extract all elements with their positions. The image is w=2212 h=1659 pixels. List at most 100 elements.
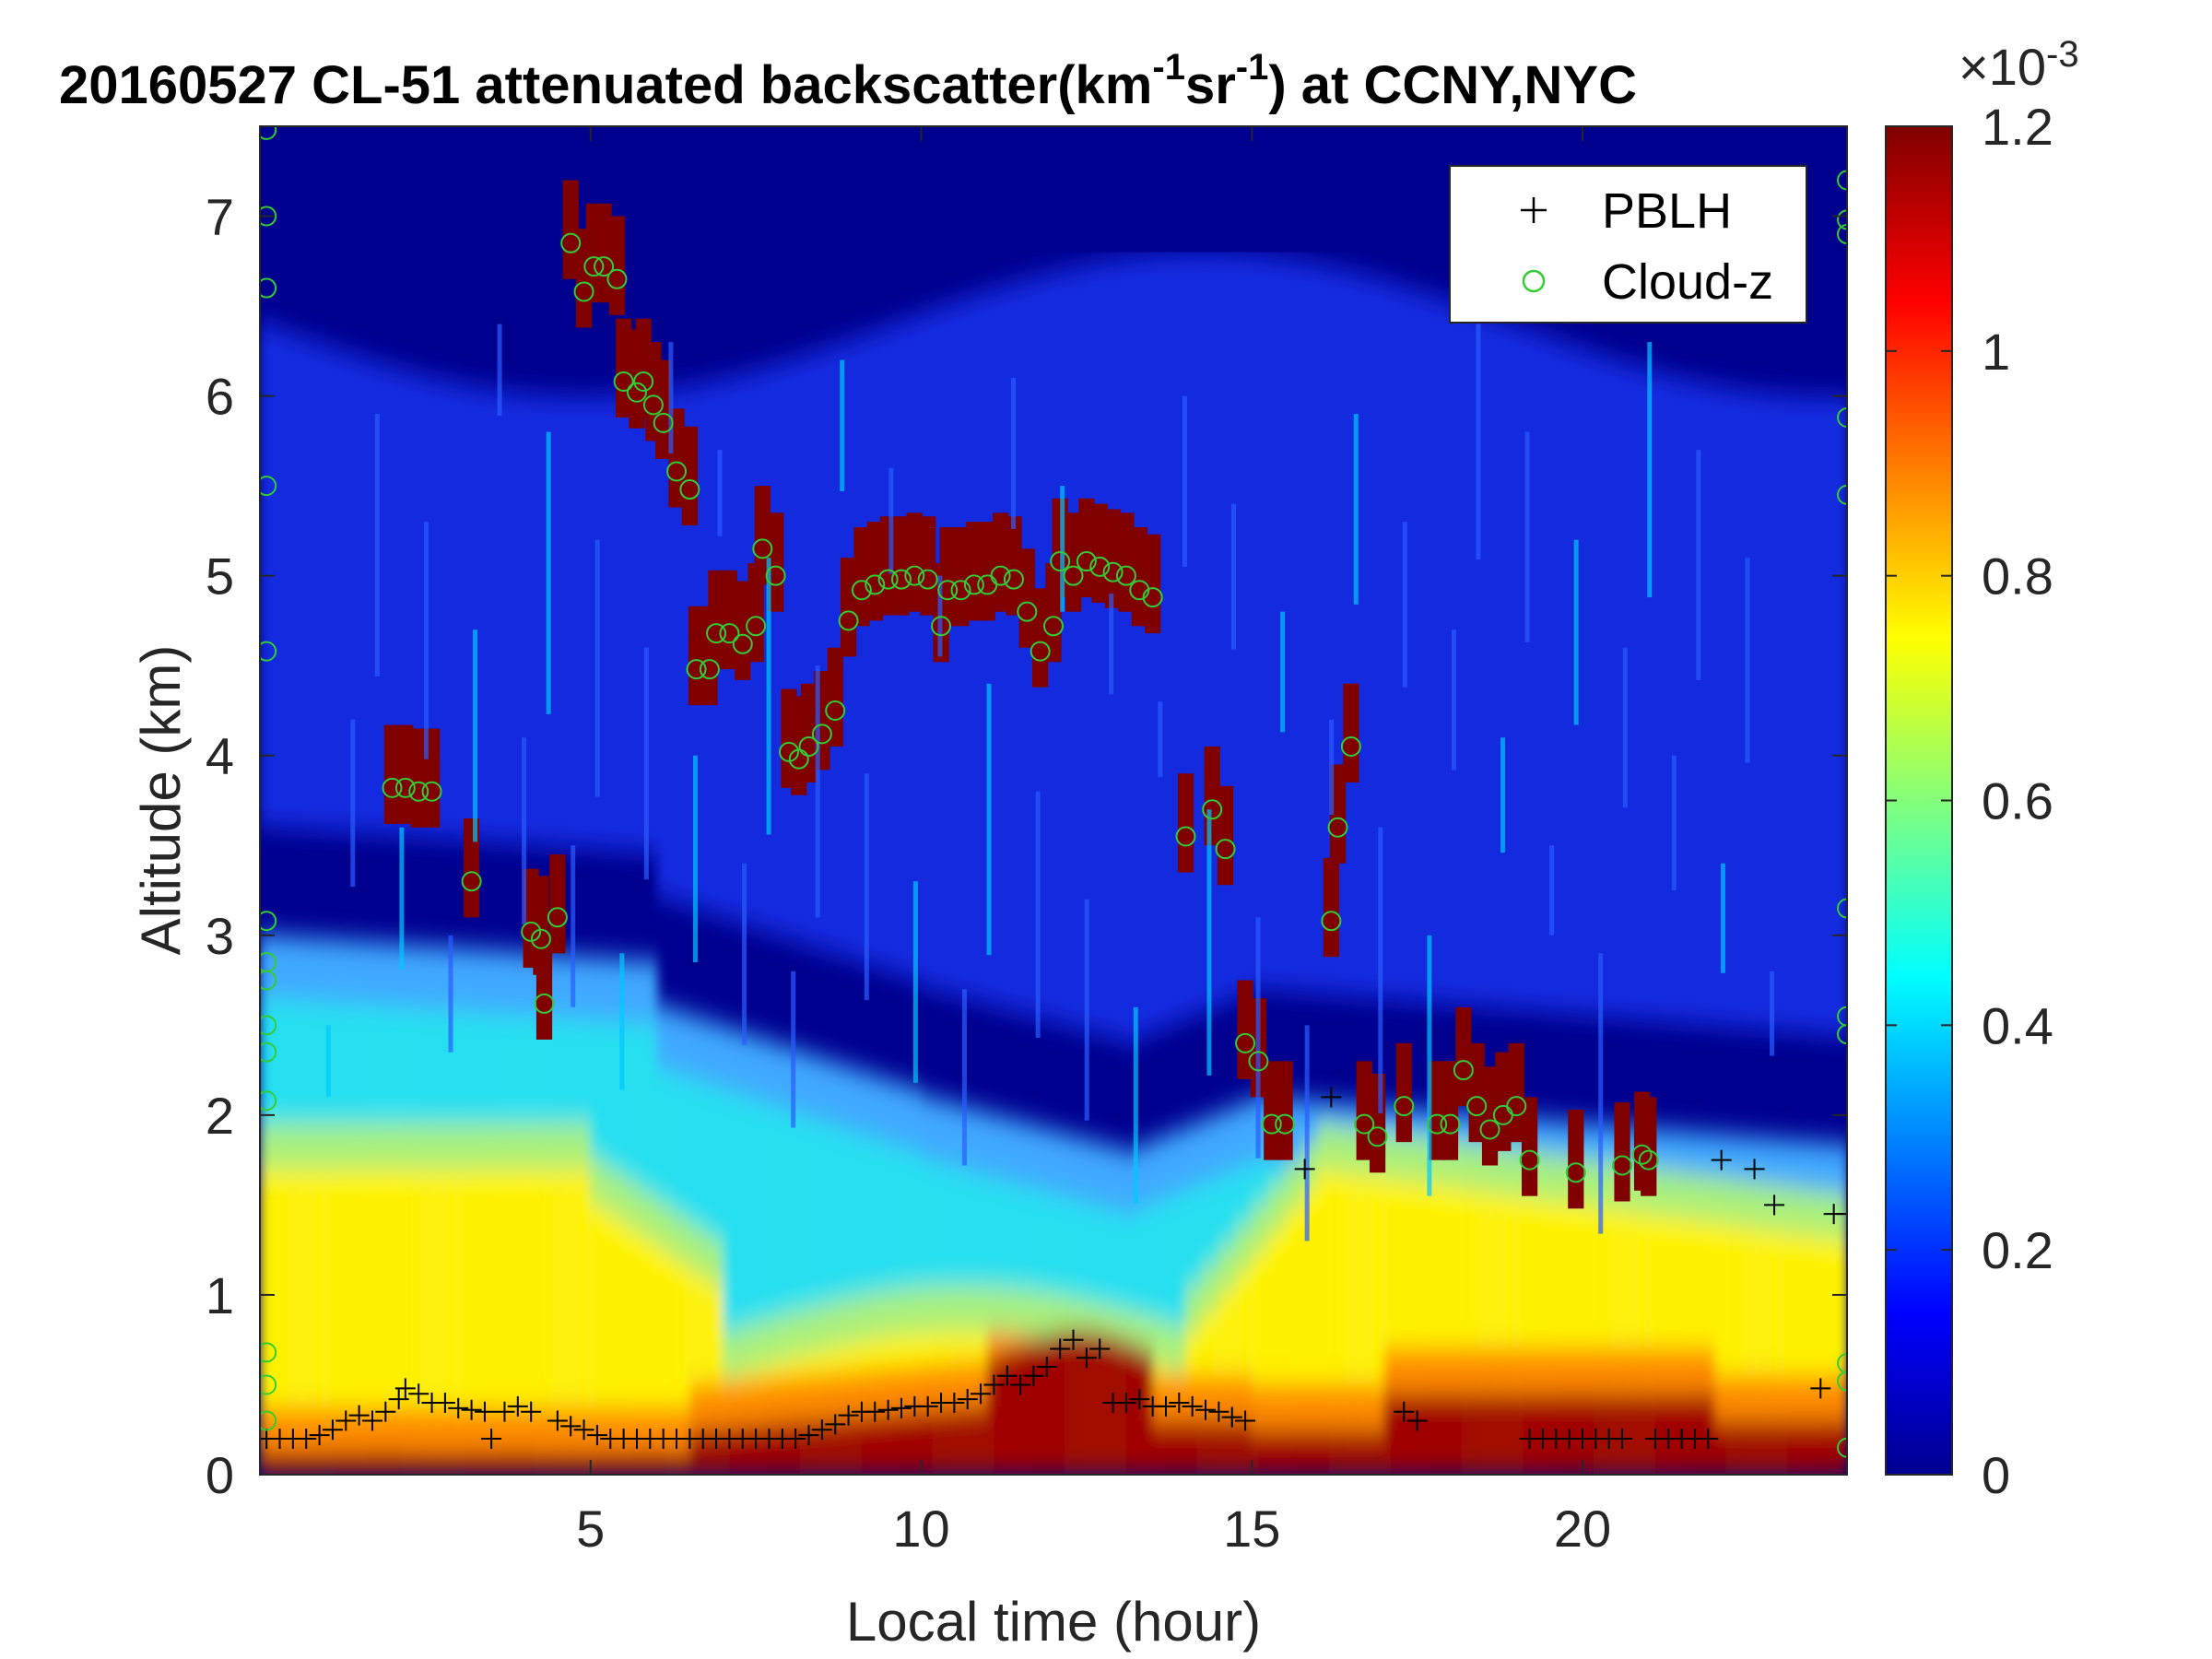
streak xyxy=(1353,414,1359,605)
cloud-z-point xyxy=(1837,1353,1847,1374)
y-tick-label: 0 xyxy=(206,1446,234,1504)
cloud-block xyxy=(383,724,401,824)
cloud-block xyxy=(939,526,956,627)
y-tick-label: 4 xyxy=(206,727,234,785)
streak xyxy=(668,342,674,454)
cloud-z-point xyxy=(811,724,832,745)
y-tick-label: 6 xyxy=(206,368,234,426)
pblh-point xyxy=(560,1416,582,1437)
x-tick-label: 10 xyxy=(892,1500,949,1558)
cloud-block xyxy=(1018,548,1035,648)
cloud-z-point xyxy=(931,616,952,637)
cloud-block xyxy=(463,818,480,918)
streak xyxy=(374,414,380,677)
pblh-point xyxy=(1711,1149,1732,1171)
chart-title: 20160527 CL-51 attenuated backscatter(km… xyxy=(59,47,1637,115)
cloud-block xyxy=(1369,1074,1386,1173)
cloud-block xyxy=(1237,980,1253,1079)
pblh-point xyxy=(1394,1401,1415,1422)
pblh-point xyxy=(811,1419,832,1441)
streak xyxy=(1304,1025,1310,1241)
cloud-block xyxy=(1521,1097,1538,1196)
y-axis-label: Altitude (km) xyxy=(130,645,192,956)
streak xyxy=(1549,845,1555,935)
cloud-z-point xyxy=(838,610,859,631)
cloud-block xyxy=(1343,683,1359,782)
cloud-z-point xyxy=(1142,587,1163,608)
pblh-point xyxy=(521,1401,542,1422)
pblh-point xyxy=(1169,1392,1190,1413)
pblh-point xyxy=(917,1395,938,1417)
cloud-block xyxy=(1614,1102,1630,1202)
cloud-z-point xyxy=(260,1374,277,1395)
pblh-markers xyxy=(260,1087,1847,1449)
cloud-z-point xyxy=(1453,1060,1474,1081)
cloud-z-point xyxy=(260,911,277,932)
cloud-z-point xyxy=(1427,1113,1448,1135)
cloud-z-point xyxy=(461,871,482,892)
pblh-point xyxy=(1744,1159,1765,1180)
cloud-z-point xyxy=(560,232,582,253)
cloud-block xyxy=(1277,1061,1293,1160)
streak xyxy=(1158,701,1163,778)
streak xyxy=(742,863,747,1045)
streak xyxy=(864,773,869,1001)
cloud-block xyxy=(681,426,698,526)
cloud-z-point xyxy=(633,371,654,392)
cloud-block xyxy=(608,216,626,315)
cloud-block xyxy=(1217,785,1234,886)
cloud-block xyxy=(1429,1061,1445,1160)
y-tick-label: 2 xyxy=(206,1087,234,1145)
cloud-z-point xyxy=(1354,1113,1375,1135)
streak xyxy=(1255,917,1261,1159)
cloud-z-point xyxy=(851,580,872,601)
cloud-z-point xyxy=(904,565,925,586)
cloud-z-point xyxy=(1837,1437,1847,1458)
pblh-point xyxy=(586,1425,607,1446)
streak xyxy=(1206,809,1212,1076)
colorbar-tick-label: 0.6 xyxy=(1982,772,2053,830)
cloud-z-point xyxy=(679,479,700,500)
cloud-z-point xyxy=(534,993,555,1014)
cloud-z-point xyxy=(1043,616,1064,637)
pblh-point xyxy=(1698,1428,1719,1449)
heatmap-plot-area xyxy=(260,126,1847,1475)
streak xyxy=(448,935,453,1053)
streak xyxy=(473,629,478,842)
cloud-block xyxy=(920,516,936,616)
cloud-z-point xyxy=(1837,1024,1847,1045)
colorbar-tick-label: 0.2 xyxy=(1982,1221,2053,1279)
streak xyxy=(1329,719,1335,816)
cloud-z-point xyxy=(706,623,727,644)
y-tick-label: 3 xyxy=(206,907,234,965)
pblh-point xyxy=(1023,1365,1044,1386)
cloud-block xyxy=(853,526,870,627)
cloud-block xyxy=(1006,516,1022,616)
streak xyxy=(912,881,918,1083)
cloud-z-point xyxy=(1089,556,1111,577)
streak xyxy=(571,845,576,1007)
cloud-z-point xyxy=(653,412,674,433)
cloud-z-point xyxy=(990,565,1011,586)
pblh-point xyxy=(1115,1392,1136,1413)
cloud-z-point xyxy=(1050,551,1071,572)
cloud-z-point xyxy=(917,569,938,590)
pblh-point xyxy=(865,1401,886,1422)
cloud-z-point xyxy=(1340,735,1361,757)
plot-frame xyxy=(259,125,1848,1476)
pblh-point xyxy=(309,1425,330,1446)
cloud-z-point xyxy=(963,574,984,595)
cloud-z-point xyxy=(1837,898,1847,919)
cloud-z-point xyxy=(719,623,740,644)
pblh-point xyxy=(296,1428,317,1449)
pblh-point xyxy=(1208,1401,1230,1422)
pblh-point xyxy=(461,1399,482,1420)
cloud-z-point xyxy=(1837,170,1847,191)
cloud-z-point xyxy=(1479,1119,1500,1140)
streak xyxy=(1035,791,1041,1038)
streak xyxy=(350,719,356,888)
cloud-z-point xyxy=(1175,826,1196,847)
streak xyxy=(1647,342,1653,598)
y-tick-label: 7 xyxy=(206,188,234,246)
pblh-point xyxy=(1036,1356,1057,1377)
